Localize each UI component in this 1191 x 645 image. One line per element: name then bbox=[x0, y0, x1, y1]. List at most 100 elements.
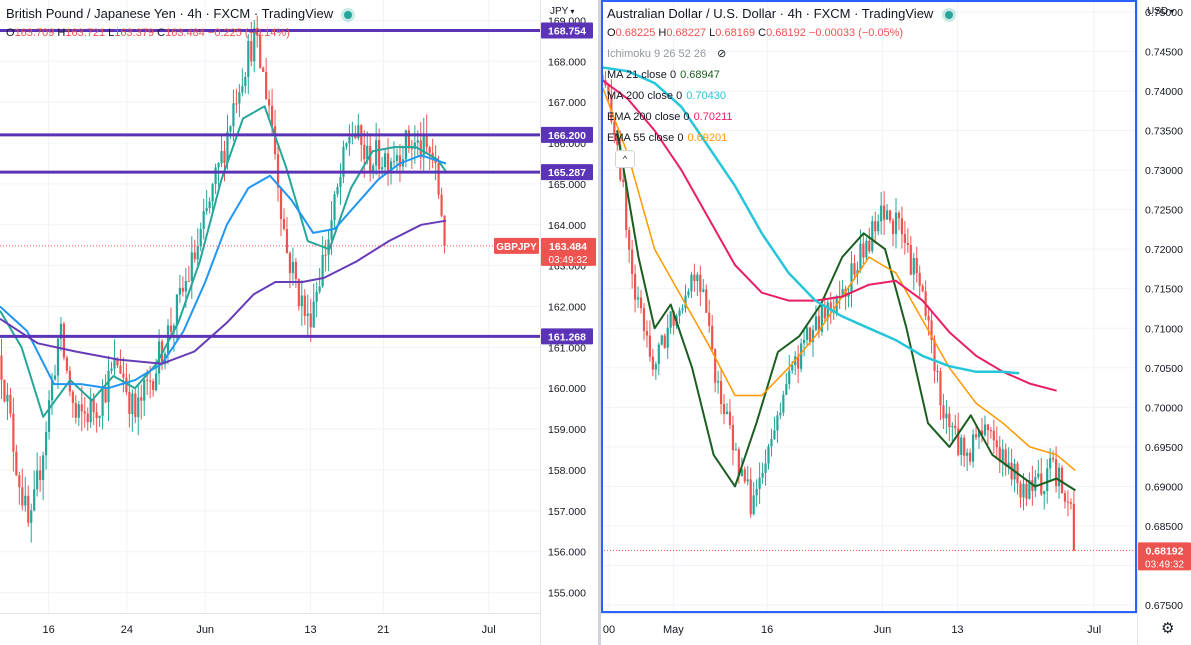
y-tick-label: 160.000 bbox=[548, 383, 586, 395]
candle-body bbox=[181, 287, 184, 292]
candle-body bbox=[327, 239, 330, 255]
candle-body bbox=[737, 449, 740, 477]
candle-body bbox=[437, 162, 440, 195]
gear-icon[interactable]: ⚙ bbox=[1161, 620, 1175, 637]
candle-body bbox=[1066, 501, 1070, 503]
candle-body bbox=[241, 86, 244, 93]
grid bbox=[0, 0, 540, 613]
candle-body bbox=[897, 212, 901, 219]
candle-body bbox=[196, 246, 199, 260]
indicator-ema200[interactable]: EMA 200 close 0 0.70211 bbox=[607, 111, 733, 123]
candle-body bbox=[663, 335, 666, 348]
y-tick-label: 167.000 bbox=[548, 97, 586, 109]
y-tick-label: 0.71000 bbox=[1145, 323, 1183, 335]
candle-body bbox=[92, 399, 95, 413]
currency-selector[interactable]: JPY ▾ bbox=[550, 6, 575, 17]
candle-body bbox=[939, 371, 942, 406]
symbol-label: GBPJPY bbox=[496, 242, 537, 253]
candle-body bbox=[131, 393, 134, 414]
last-price-tag bbox=[1138, 542, 1191, 571]
indicator-line-2 bbox=[0, 219, 447, 365]
candle-body bbox=[122, 373, 125, 378]
candle-body bbox=[639, 297, 643, 309]
candle-body bbox=[719, 381, 723, 405]
candle-body bbox=[312, 301, 315, 328]
candle-body bbox=[143, 379, 146, 401]
candle-body bbox=[725, 411, 729, 415]
candle-body bbox=[107, 370, 110, 403]
gbpjpy-chart-pane[interactable]: 155.000 156.000 157.000 158.000 159.000 160.0… bbox=[0, 0, 598, 645]
candle-body bbox=[9, 394, 12, 414]
candle-body bbox=[690, 274, 693, 292]
candle-body bbox=[116, 359, 119, 366]
eye-crossed-icon[interactable]: ⊘ bbox=[717, 48, 727, 60]
audusd-chart[interactable]: 0.675000.680000.685000.690000.695000.700… bbox=[601, 0, 1191, 645]
candle-body bbox=[318, 286, 321, 292]
candle-body bbox=[1037, 473, 1040, 478]
currency-selector[interactable]: USD ▾ bbox=[1147, 6, 1175, 17]
candle-body bbox=[113, 359, 116, 369]
candle-body bbox=[891, 220, 895, 234]
candle-body bbox=[77, 404, 80, 418]
y-tick-label: 159.000 bbox=[548, 424, 586, 436]
gbpjpy-legend: British Pound / Japanese Yen · 4h · FXCM… bbox=[6, 6, 353, 41]
y-tick-label: 0.72500 bbox=[1145, 205, 1183, 217]
candle-body bbox=[193, 252, 196, 260]
candle-body bbox=[871, 221, 874, 252]
y-tick-label: 0.74000 bbox=[1145, 86, 1183, 98]
candle-body bbox=[945, 413, 948, 419]
candle-body bbox=[779, 412, 782, 416]
audusd-chart-pane[interactable]: 0.675000.680000.685000.690000.695000.700… bbox=[601, 0, 1191, 645]
indicator-ma200[interactable]: MA 200 close 0 0.70430 bbox=[607, 90, 726, 102]
candle-body bbox=[50, 379, 54, 401]
candle-body bbox=[265, 71, 268, 100]
candle-body bbox=[336, 186, 339, 195]
candle-body bbox=[921, 285, 924, 292]
candle-body bbox=[0, 355, 3, 380]
candle-body bbox=[687, 291, 690, 296]
candle-body bbox=[348, 136, 351, 144]
candle-body bbox=[714, 349, 717, 383]
indicator-line-0 bbox=[616, 130, 1076, 492]
level-price-tag bbox=[541, 22, 593, 39]
candle-body bbox=[708, 312, 711, 326]
candle-body bbox=[282, 219, 286, 230]
x-tick-label: 13 bbox=[304, 624, 316, 636]
x-tick-label: 16 bbox=[42, 624, 54, 636]
candle-body bbox=[44, 431, 48, 456]
candle-body bbox=[217, 163, 220, 168]
candle-body bbox=[375, 140, 378, 166]
candle-body bbox=[342, 146, 345, 177]
candle-body bbox=[294, 261, 297, 280]
candle-body bbox=[628, 230, 631, 250]
y-tick-label: 164.000 bbox=[548, 220, 586, 232]
candle-body bbox=[933, 339, 936, 371]
gbpjpy-chart[interactable]: 155.000 156.000 157.000 158.000 159.000 160.0… bbox=[0, 0, 598, 645]
candle-body bbox=[918, 273, 921, 286]
candle-body bbox=[416, 140, 419, 143]
candle-body bbox=[948, 413, 951, 428]
last-price-label: 0.68192 bbox=[1146, 545, 1184, 557]
indicator-ichimoku[interactable]: Ichimoku 9 26 52 26 ⊘ bbox=[607, 48, 727, 60]
candle-body bbox=[270, 105, 274, 127]
candle-body bbox=[428, 147, 431, 153]
collapse-legend-button[interactable]: ^ bbox=[615, 150, 635, 168]
indicator-line-2 bbox=[601, 78, 1057, 392]
indicator-ma21[interactable]: MA 21 close 0 0.68947 bbox=[607, 69, 720, 81]
candle-body bbox=[3, 379, 6, 402]
candle-body bbox=[1054, 459, 1058, 487]
candle-body bbox=[826, 302, 829, 319]
level-price-label: 166.200 bbox=[548, 130, 586, 142]
candle-body bbox=[645, 331, 649, 336]
candle-body bbox=[297, 279, 300, 307]
candle-body bbox=[422, 134, 425, 158]
candle-body bbox=[728, 411, 732, 426]
candle-body bbox=[936, 370, 939, 372]
candle-body bbox=[155, 373, 158, 391]
indicator-ema55[interactable]: EMA 55 close 0 0.69201 bbox=[607, 132, 728, 144]
candle-body bbox=[6, 394, 9, 402]
candle-body bbox=[601, 75, 604, 81]
candle-body bbox=[823, 305, 826, 319]
candle-body bbox=[119, 365, 122, 374]
pane-divider[interactable] bbox=[598, 0, 601, 645]
